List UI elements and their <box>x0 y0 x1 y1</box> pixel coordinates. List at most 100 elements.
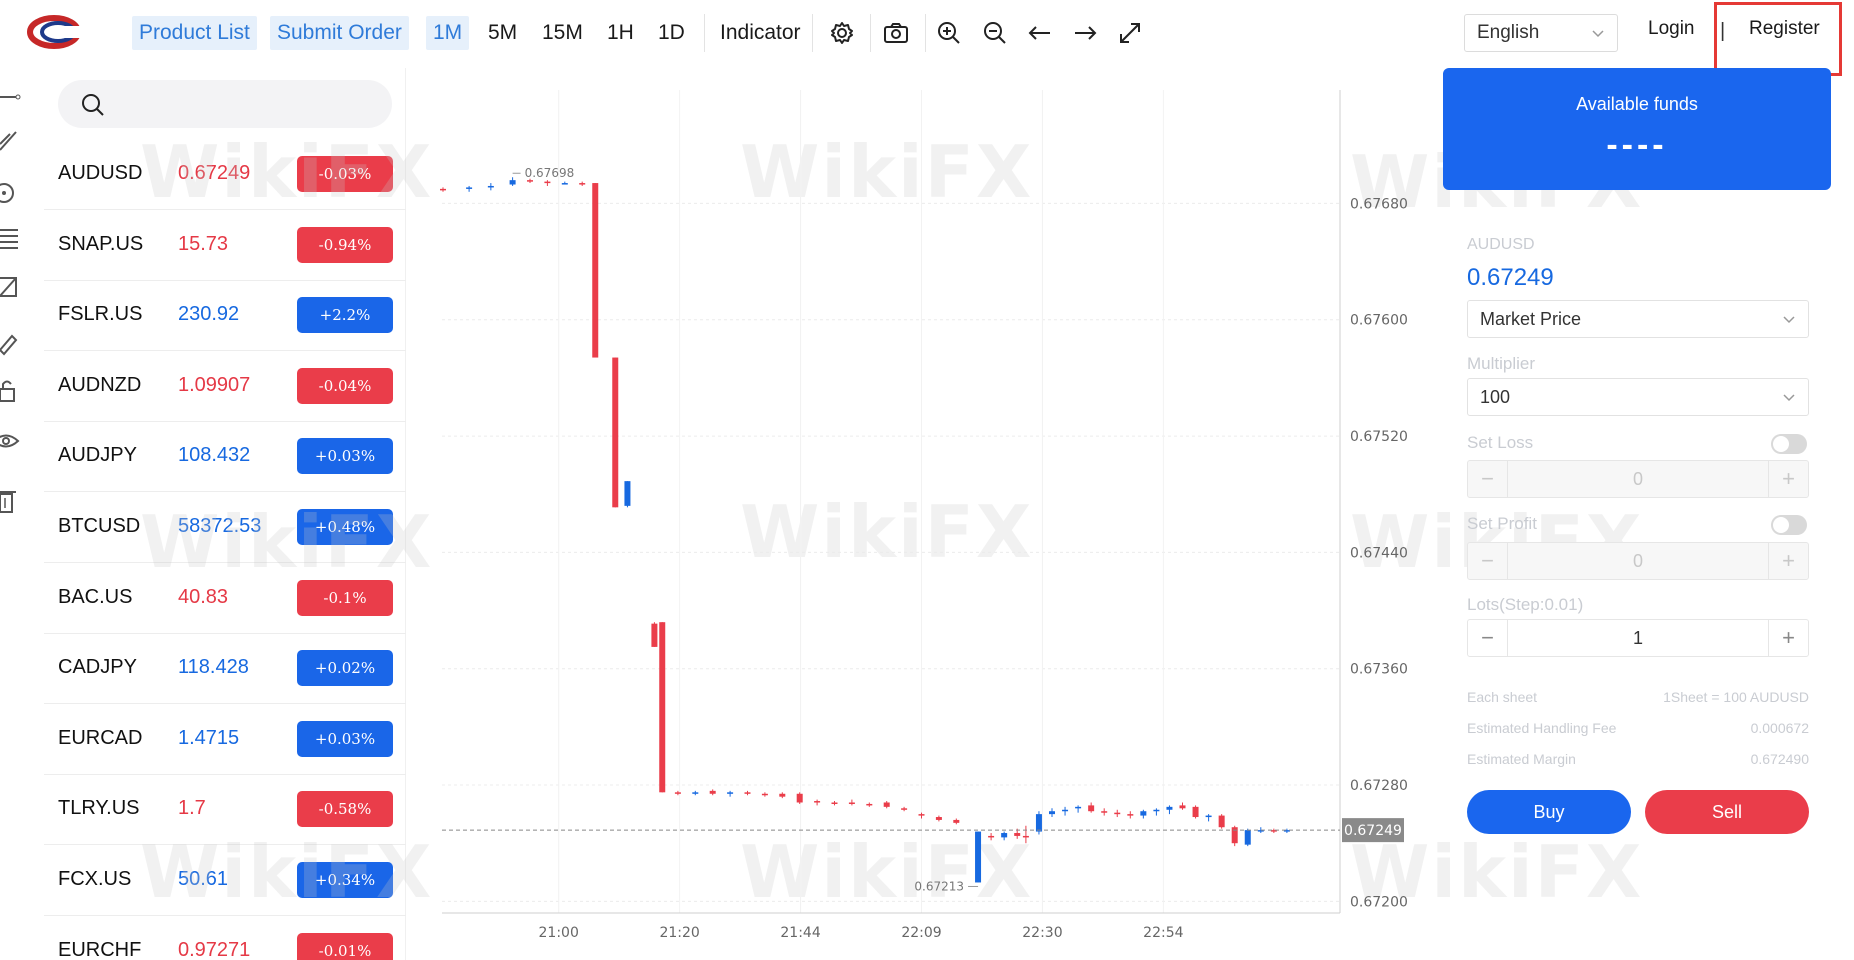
x-tick-label: 21:20 <box>659 925 699 941</box>
product-row[interactable]: EURCHF 0.97271 -0.01% <box>44 917 406 960</box>
sell-button[interactable]: Sell <box>1645 790 1809 834</box>
available-funds-card: Available funds ---- <box>1443 68 1831 190</box>
timeframe-15m-button[interactable]: 15M <box>542 21 583 44</box>
product-row[interactable]: FSLR.US 230.92 +2.2% <box>44 281 406 352</box>
product-symbol: FSLR.US <box>58 303 143 326</box>
chevron-down-icon <box>1783 316 1795 324</box>
change-badge: -0.01% <box>297 932 393 960</box>
product-list: AUDUSD 0.67249 -0.03% SNAP.US 15.73 -0.94% FSL… <box>44 68 406 960</box>
order-symbol: AUDUSD <box>1467 236 1535 253</box>
product-row[interactable]: TLRY.US 1.7 -0.58% <box>44 775 406 846</box>
candle-body <box>1192 806 1199 818</box>
register-link[interactable]: Register <box>1749 18 1820 39</box>
candle-body <box>509 180 516 185</box>
order-price: 0.67249 <box>1467 264 1554 291</box>
product-symbol: BAC.US <box>58 585 133 608</box>
timeframe-1d-button[interactable]: 1D <box>658 21 685 44</box>
x-tick-label: 21:44 <box>780 925 820 941</box>
product-price: 15.73 <box>178 232 229 255</box>
circle-tool-icon[interactable] <box>0 180 22 206</box>
chevron-down-icon <box>1592 30 1604 38</box>
candle-body <box>1140 811 1147 816</box>
gear-icon[interactable] <box>827 18 857 48</box>
product-row[interactable]: AUDNZD 1.09907 -0.04% <box>44 352 406 422</box>
zoom-out-icon[interactable] <box>980 18 1010 48</box>
product-symbol: SNAP.US <box>58 232 144 255</box>
lots-stepper[interactable]: − 1 + <box>1467 619 1809 657</box>
line-tool-icon[interactable] <box>0 84 22 110</box>
y-tick-label: 0.67360 <box>1350 662 1408 678</box>
set-loss-value[interactable]: 0 <box>1632 469 1643 489</box>
multiplier-select[interactable]: 100 <box>1467 378 1809 416</box>
product-row[interactable]: CADJPY 118.428 +0.02% <box>44 634 406 705</box>
fib-tool-icon[interactable] <box>0 226 22 252</box>
camera-icon[interactable] <box>881 18 911 48</box>
set-loss-toggle[interactable] <box>1771 434 1807 454</box>
trend-line-tool-icon[interactable] <box>0 128 22 154</box>
price-chart[interactable]: 0.67680 0.67600 0.67520 0.67440 0.67360 0.672… <box>440 90 1410 960</box>
increment-button[interactable]: + <box>1768 461 1808 497</box>
buy-button[interactable]: Buy <box>1467 790 1631 834</box>
change-badge: +0.48% <box>297 509 393 545</box>
order-type-select[interactable]: Market Price <box>1467 300 1809 338</box>
timeframe-1m-button[interactable]: 1M <box>426 16 470 50</box>
candle-body <box>527 180 533 182</box>
candle-body <box>612 357 619 508</box>
decrement-button[interactable]: − <box>1468 461 1508 497</box>
candle-body <box>1205 815 1212 818</box>
increment-button[interactable]: + <box>1768 620 1808 656</box>
handling-fee-value: 0.000672 <box>1750 720 1809 736</box>
pencil-icon[interactable] <box>0 330 22 356</box>
candle-body <box>883 802 890 807</box>
search-icon <box>82 94 104 116</box>
set-profit-stepper[interactable]: − 0 + <box>1467 542 1809 580</box>
product-row[interactable]: SNAP.US 15.73 -0.94% <box>44 211 406 281</box>
candle-body <box>440 188 446 191</box>
set-profit-value[interactable]: 0 <box>1632 551 1643 571</box>
product-row[interactable]: BAC.US 40.83 -0.1% <box>44 564 406 634</box>
increment-button[interactable]: + <box>1768 543 1808 579</box>
candlestick-chart[interactable]: 0.67680 0.67600 0.67520 0.67440 0.67360 0.672… <box>440 90 1410 960</box>
high-price-label: 0.67698 <box>525 166 575 180</box>
y-tick-label: 0.67680 <box>1350 196 1408 212</box>
timeframe-5m-button[interactable]: 5M <box>488 21 518 44</box>
fullscreen-icon[interactable] <box>1115 18 1145 48</box>
product-list-button[interactable]: Product List <box>132 16 257 50</box>
decrement-button[interactable]: − <box>1468 620 1508 656</box>
search-input[interactable] <box>58 80 392 128</box>
candle-body <box>592 183 599 358</box>
set-profit-toggle[interactable] <box>1771 515 1807 535</box>
trash-icon[interactable] <box>0 488 22 514</box>
product-row[interactable]: BTCUSD 58372.53 +0.48% <box>44 493 406 563</box>
product-price: 0.67249 <box>178 162 251 184</box>
product-row[interactable]: AUDJPY 108.432 +0.03% <box>44 422 406 493</box>
candle-body <box>1179 805 1186 809</box>
pattern-tool-icon[interactable] <box>0 274 22 300</box>
toolbar-divider <box>812 14 813 52</box>
decrement-button[interactable]: − <box>1468 543 1508 579</box>
candle-body <box>1088 805 1095 812</box>
eye-icon[interactable] <box>0 428 22 454</box>
language-select[interactable]: English <box>1464 14 1618 52</box>
submit-order-button[interactable]: Submit Order <box>270 16 409 50</box>
candle-body <box>1166 806 1173 810</box>
candle-body <box>1270 830 1277 832</box>
candle-body <box>1022 835 1029 838</box>
candle-body <box>1218 815 1225 828</box>
current-price-tag <box>1342 818 1404 843</box>
timeframe-1h-button[interactable]: 1H <box>607 21 634 44</box>
set-loss-label: Set Loss <box>1467 433 1534 452</box>
login-link[interactable]: Login <box>1648 18 1695 39</box>
lots-value[interactable]: 1 <box>1632 628 1643 648</box>
candle-body <box>744 792 751 794</box>
product-row[interactable]: FCX.US 50.61 +0.34% <box>44 846 406 916</box>
product-row[interactable]: EURCAD 1.4715 +0.03% <box>44 705 406 775</box>
indicator-button[interactable]: Indicator <box>720 21 801 44</box>
arrow-left-icon[interactable] <box>1025 18 1055 48</box>
set-profit-label: Set Profit <box>1467 514 1537 533</box>
arrow-right-icon[interactable] <box>1070 18 1100 48</box>
product-row[interactable]: AUDUSD 0.67249 -0.03% <box>44 140 406 210</box>
set-loss-stepper[interactable]: − 0 + <box>1467 460 1809 498</box>
zoom-in-icon[interactable] <box>934 18 964 48</box>
lock-icon[interactable] <box>0 378 22 404</box>
